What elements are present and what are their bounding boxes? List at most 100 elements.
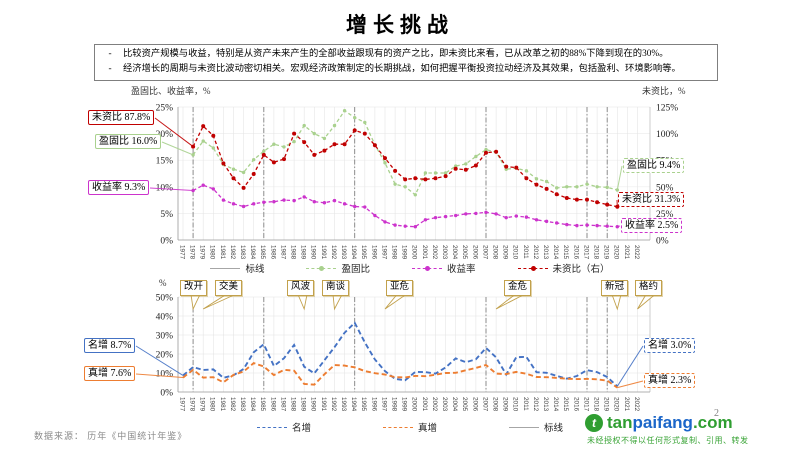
event-callout: 交美 [215, 280, 243, 296]
svg-text:1999: 1999 [401, 245, 408, 260]
logo-text-part: paifang [632, 413, 693, 432]
top-chart: 0%5%10%15%20%25%0%25%50%75%100%125%19771… [149, 104, 678, 260]
svg-text:1977: 1977 [178, 397, 185, 412]
event-callout: 亚危 [386, 280, 414, 296]
top-chart-legend: 标线 盈固比 收益率 未资比（右） [100, 261, 720, 275]
svg-text:1999: 1999 [401, 397, 408, 412]
bottom-chart-legend: 名增 真增 标线 [100, 420, 720, 434]
svg-text:2014: 2014 [552, 245, 559, 260]
event-callout: 新冠 [601, 280, 629, 296]
series-value-label: 收益率 2.5% [621, 218, 683, 233]
svg-text:100%: 100% [656, 130, 678, 140]
svg-text:2002: 2002 [431, 245, 438, 260]
svg-text:1994: 1994 [350, 245, 357, 260]
svg-text:1979: 1979 [199, 397, 206, 412]
svg-text:2013: 2013 [542, 397, 549, 412]
bullet-marker: - [108, 63, 112, 74]
svg-text:2016: 2016 [572, 397, 579, 412]
svg-text:1978: 1978 [189, 245, 196, 260]
svg-text:1996: 1996 [370, 397, 377, 412]
svg-text:1998: 1998 [391, 397, 398, 412]
svg-text:2004: 2004 [451, 245, 458, 260]
bottom-chart-axis-title: % [159, 278, 167, 288]
svg-text:1982: 1982 [229, 397, 236, 412]
svg-text:1987: 1987 [279, 245, 286, 260]
svg-text:2011: 2011 [522, 245, 529, 259]
svg-text:1988: 1988 [290, 245, 297, 260]
svg-text:2018: 2018 [593, 245, 600, 260]
svg-text:2021: 2021 [623, 245, 630, 260]
event-callout: 改开 [180, 280, 208, 296]
svg-text:1995: 1995 [360, 397, 367, 412]
bullet-marker: - [108, 49, 112, 59]
svg-text:2019: 2019 [603, 245, 610, 260]
copyright-disclaimer: 未经授权不得以任何形式复制、引用、转发 [587, 436, 749, 445]
svg-text:1987: 1987 [279, 397, 286, 412]
svg-text:0%: 0% [160, 389, 173, 399]
series-value-label: 名增 3.0% [644, 338, 696, 353]
svg-text:2003: 2003 [441, 245, 448, 260]
svg-text:1992: 1992 [330, 245, 337, 260]
summary-box: - 比较资产规模与收益，特别是从资产未来产生的全部收益跟现有的资产之比，即未资比… [94, 44, 718, 81]
svg-text:2005: 2005 [461, 245, 468, 260]
svg-text:1994: 1994 [350, 397, 357, 412]
svg-text:2000: 2000 [411, 245, 418, 260]
svg-text:2021: 2021 [623, 397, 630, 412]
logo-text: tanpaifang.com [607, 413, 733, 433]
event-callout: 金危 [504, 280, 532, 296]
svg-text:1990: 1990 [310, 245, 317, 260]
svg-text:1984: 1984 [249, 245, 256, 260]
svg-text:1983: 1983 [239, 245, 246, 260]
svg-text:2005: 2005 [461, 397, 468, 412]
svg-text:2006: 2006 [471, 397, 478, 412]
svg-text:1989: 1989 [300, 397, 307, 412]
bottom-chart: 0%10%20%30%40%50%1977 1978 1979 1980 1981 198… [135, 294, 657, 412]
svg-text:2017: 2017 [582, 245, 589, 260]
svg-text:2020: 2020 [613, 397, 620, 412]
series-value-label: 收益率 9.3% [88, 180, 150, 195]
legend-item: 未资比（右） [517, 261, 610, 275]
page-title: 增长挑战 [346, 13, 454, 37]
svg-text:1985: 1985 [259, 397, 266, 412]
svg-text:1986: 1986 [269, 397, 276, 412]
series-value-label: 未资比 31.3% [618, 192, 685, 207]
svg-text:2013: 2013 [542, 245, 549, 260]
svg-text:1998: 1998 [391, 245, 398, 260]
svg-text:15%: 15% [156, 157, 174, 167]
svg-text:2019: 2019 [603, 397, 610, 412]
svg-text:2018: 2018 [593, 397, 600, 412]
svg-text:50%: 50% [656, 183, 674, 193]
svg-text:2009: 2009 [502, 245, 509, 260]
svg-text:1984: 1984 [249, 397, 256, 412]
svg-text:2002: 2002 [431, 397, 438, 412]
svg-text:2015: 2015 [562, 397, 569, 412]
svg-text:1988: 1988 [290, 397, 297, 412]
tanpaifang-logo-icon: t [585, 414, 603, 432]
svg-text:2020: 2020 [613, 245, 620, 260]
series-value-label: 名增 8.7% [84, 338, 136, 353]
legend-item: 盈固比 [306, 261, 370, 275]
svg-text:2010: 2010 [512, 245, 519, 260]
event-callout: 南谈 [322, 280, 350, 296]
svg-text:1993: 1993 [340, 245, 347, 260]
svg-text:2008: 2008 [492, 397, 499, 412]
logo-text-part: .com [692, 413, 733, 432]
series-value-label: 盈固比 9.4% [623, 158, 685, 173]
svg-text:1996: 1996 [370, 245, 377, 260]
svg-text:1992: 1992 [330, 397, 337, 412]
top-chart-right-axis-title: 未资比，% [642, 86, 686, 96]
svg-text:1986: 1986 [269, 245, 276, 260]
svg-text:20%: 20% [156, 351, 174, 361]
bullet-text: 比较资产规模与收益，特别是从资产未来产生的全部收益跟现有的资产之比，即未资比来看… [123, 49, 669, 59]
svg-text:2007: 2007 [481, 397, 488, 412]
bullet-item: - 比较资产规模与收益，特别是从资产未来产生的全部收益跟现有的资产之比，即未资比… [97, 47, 715, 62]
svg-text:2012: 2012 [532, 397, 539, 412]
svg-text:25%: 25% [156, 104, 174, 114]
svg-text:2007: 2007 [481, 245, 488, 260]
svg-text:1989: 1989 [300, 245, 307, 260]
svg-text:1983: 1983 [239, 397, 246, 412]
svg-text:1993: 1993 [340, 397, 347, 412]
svg-text:1981: 1981 [219, 245, 226, 260]
svg-text:2000: 2000 [411, 397, 418, 412]
